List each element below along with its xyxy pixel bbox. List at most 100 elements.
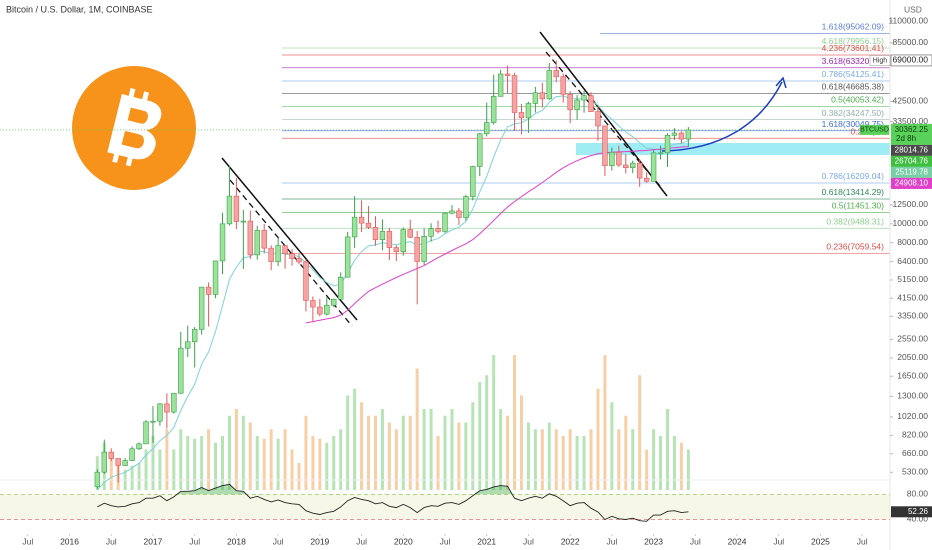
high-price-label: 69000.00 bbox=[893, 55, 929, 65]
candle-body bbox=[678, 132, 685, 140]
fib-label: 0.618(46685.38) bbox=[822, 82, 885, 92]
y-tick-label: 10000.00 bbox=[893, 218, 929, 228]
x-tick-label: 2018 bbox=[227, 536, 246, 546]
projection-arrow bbox=[661, 81, 783, 152]
volume-bar bbox=[144, 449, 148, 490]
volume-bar bbox=[304, 415, 308, 490]
candle-body bbox=[143, 421, 149, 445]
candle-body bbox=[240, 220, 247, 223]
volume-bar bbox=[283, 429, 287, 490]
fib-label: 0.382(34247.50) bbox=[822, 108, 885, 118]
candle-body bbox=[136, 443, 142, 450]
volume-bar bbox=[554, 429, 558, 490]
candle-body bbox=[685, 129, 692, 140]
fib-label: 0.786(54125.41) bbox=[822, 69, 885, 79]
volume-bar bbox=[478, 382, 482, 490]
fib-label: 0.618(13414.29) bbox=[822, 187, 885, 197]
candle-body bbox=[449, 210, 455, 214]
fib-label: 4.618(79956.15) bbox=[822, 36, 885, 46]
volume-bar bbox=[332, 436, 336, 490]
candle-body bbox=[247, 220, 254, 256]
y-tick-label: 660.00 bbox=[902, 448, 928, 458]
price-tag-label: 26704.76 bbox=[895, 157, 929, 166]
volume-bar bbox=[589, 429, 593, 490]
candle-body bbox=[296, 258, 302, 263]
candle-body bbox=[115, 458, 121, 466]
fib-label: 1.618(30049.75) bbox=[822, 119, 885, 129]
volume-bar bbox=[631, 429, 635, 490]
candle-body bbox=[400, 229, 406, 253]
volume-bar bbox=[526, 422, 530, 490]
volume-bar bbox=[325, 442, 329, 490]
volume-bar bbox=[269, 429, 273, 490]
rsi-line bbox=[97, 483, 689, 522]
x-tick-label: 2024 bbox=[728, 536, 747, 546]
fib-label: 0.5(40053.42) bbox=[831, 95, 884, 105]
volume-bar bbox=[151, 436, 155, 490]
candle-body bbox=[331, 298, 337, 306]
volume-bar bbox=[659, 436, 663, 490]
fib-label: 3.618(63320.15) bbox=[822, 56, 885, 66]
y-tick-label: 2050.00 bbox=[897, 352, 928, 362]
x-tick-label: 2016 bbox=[60, 536, 79, 546]
rsi-overbought-fill bbox=[176, 484, 552, 495]
volume-bar bbox=[165, 429, 169, 490]
fib-label: 0.5(11451.30) bbox=[832, 201, 884, 211]
candle-body bbox=[567, 94, 573, 111]
candle-body bbox=[150, 420, 156, 423]
price-tag bbox=[891, 144, 932, 156]
volume-bar bbox=[610, 402, 614, 490]
candle-body bbox=[275, 245, 281, 262]
trend-line bbox=[221, 157, 358, 321]
candle-body bbox=[226, 195, 233, 225]
volume-bar bbox=[617, 429, 621, 490]
volume-bar bbox=[561, 436, 565, 490]
x-tick-label: Jul bbox=[189, 536, 200, 546]
volume-bar bbox=[394, 429, 398, 490]
logo-symbol bbox=[107, 87, 162, 167]
y-tick-label: 110000.00 bbox=[888, 15, 928, 25]
candle-body bbox=[588, 95, 594, 112]
volume-bar bbox=[422, 409, 426, 490]
last-price-label: 30362.25 bbox=[895, 125, 929, 134]
volume-bar bbox=[533, 429, 537, 490]
volume-bar bbox=[471, 402, 475, 490]
x-tick-label: Jul bbox=[523, 536, 534, 546]
x-tick-label: Jul bbox=[356, 536, 367, 546]
x-tick-label: 2022 bbox=[561, 536, 580, 546]
volume-bar bbox=[241, 415, 245, 490]
candle-body bbox=[268, 247, 274, 262]
candle-body bbox=[344, 236, 351, 278]
candle-body bbox=[351, 216, 358, 238]
volume-bar bbox=[575, 436, 579, 490]
fib-label: 4.236(73601.41) bbox=[822, 43, 885, 53]
volume-bar bbox=[485, 375, 489, 490]
high-price-tag bbox=[890, 54, 932, 67]
fib-label: 0.786(16209.04) bbox=[822, 171, 885, 181]
rsi-tick-label: 40.00 bbox=[907, 514, 929, 524]
x-tick-label: Jul bbox=[22, 536, 33, 546]
volume-bar bbox=[276, 438, 280, 490]
candle-body bbox=[317, 306, 323, 315]
volume-bar bbox=[443, 415, 447, 490]
volume-bar bbox=[186, 436, 190, 490]
x-tick-label: 2025 bbox=[811, 536, 830, 546]
candle-body bbox=[282, 245, 288, 254]
candle-body bbox=[261, 230, 267, 249]
x-tick-label: 2017 bbox=[144, 536, 163, 546]
y-tick-label: 6400.00 bbox=[897, 256, 928, 266]
candle-body bbox=[532, 92, 539, 104]
volume-bar bbox=[464, 422, 468, 490]
last-price-tag bbox=[891, 123, 932, 145]
volume-bar bbox=[158, 449, 162, 490]
volume-bar bbox=[318, 438, 322, 490]
volume-bar bbox=[672, 436, 676, 490]
volume-bar bbox=[380, 409, 384, 490]
symbol-label: BTCUSD bbox=[860, 127, 889, 134]
volume-bar bbox=[339, 429, 343, 490]
candle-body bbox=[254, 230, 260, 256]
volume-bar bbox=[221, 436, 224, 490]
candle-body bbox=[643, 177, 650, 182]
candle-body bbox=[108, 451, 114, 459]
candle-body bbox=[191, 329, 198, 343]
